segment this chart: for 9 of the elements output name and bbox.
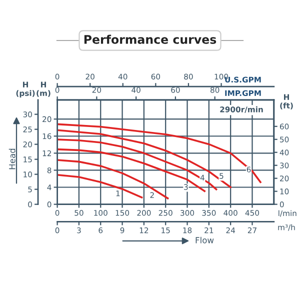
y2-axis-title: Head bbox=[8, 148, 16, 170]
chart-title: Performance curves bbox=[84, 34, 216, 44]
line-series bbox=[57, 129, 232, 188]
line-series bbox=[57, 148, 206, 192]
line-series bbox=[57, 174, 143, 198]
x-axis-title: Flow bbox=[196, 236, 214, 244]
line-series bbox=[57, 159, 169, 200]
line-series bbox=[57, 123, 262, 184]
line-series bbox=[57, 138, 218, 190]
